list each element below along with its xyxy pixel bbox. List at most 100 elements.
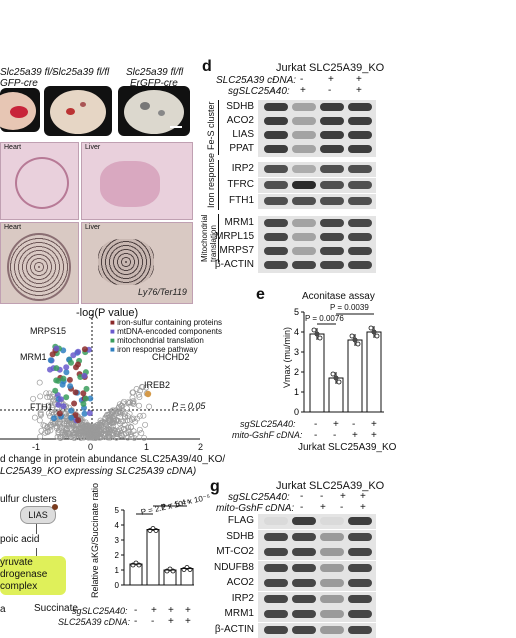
d-fes-band-0-3 (348, 103, 372, 111)
volcano-xtick-0: -1 (32, 442, 40, 452)
g-band-5-1 (292, 595, 316, 603)
embryo-photo-ergfp (118, 86, 190, 136)
e-row2-sign-3: + (371, 430, 377, 441)
volcano-annot-ireb2: IREB2 (144, 380, 170, 390)
ratio-row1-sign-2: + (168, 605, 174, 616)
svg-text:0: 0 (294, 407, 299, 417)
histology-liver-bottom: Liver Ly76/Ter119 (81, 222, 193, 304)
aconitase-footer: Jurkat SLC25A39_KO (298, 442, 396, 453)
d-iron-blot-1 (258, 178, 376, 193)
g-blot-6 (258, 607, 376, 622)
g-band-5-3 (348, 595, 372, 603)
d-fes-band-0-0 (264, 103, 288, 111)
g-band-3-2 (320, 564, 344, 572)
aconitase-p2: P = 0.0039 (330, 303, 369, 312)
g-label-7: β-ACTIN (198, 624, 254, 635)
svg-text:4: 4 (294, 327, 299, 337)
d-fes-band-3-0 (264, 145, 288, 153)
g-row1-sign-0: - (300, 491, 303, 502)
panel-g-letter: g (210, 478, 220, 496)
g-blot-7 (258, 623, 376, 638)
g-band-0-2 (320, 517, 344, 525)
ratio-row1-sign-3: + (185, 605, 191, 616)
g-band-6-2 (320, 610, 344, 618)
g-row2-sign-2: - (340, 502, 343, 513)
aconitase-bar-0 (310, 334, 324, 412)
g-band-7-2 (320, 626, 344, 634)
panel-d-row2-label: sgSLC25A40: (228, 86, 290, 97)
svg-text:5: 5 (294, 307, 299, 317)
g-row1-sign-2: + (340, 491, 346, 502)
aconitase-bar-2 (348, 340, 362, 412)
d-fes-band-2-2 (320, 131, 344, 139)
ratio-ylabel: Relative aKG/Succinate ratio (90, 483, 100, 598)
d-row2-sign-0: - (272, 85, 275, 96)
d-iron-band-2-3 (348, 197, 372, 205)
volcano-xtick-1: 0 (88, 442, 93, 452)
d-trans-band-3-1 (292, 261, 316, 269)
g-band-4-1 (292, 579, 316, 587)
pathway-arrow-2 (36, 548, 37, 556)
embryo-label-2: Slc25a39 fl/fl (52, 67, 109, 78)
e-row1-sign-3: + (371, 419, 377, 430)
d-fes-band-2-1 (292, 131, 316, 139)
embryo-label-3a: Slc25a39 fl/fl (126, 67, 183, 78)
d-fes-band-3-2 (320, 145, 344, 153)
g-band-7-0 (264, 626, 288, 634)
panel-g-row1-label: sgSLC25A40: (228, 492, 290, 503)
volcano-annot-mrps15: MRPS15 (30, 326, 66, 336)
volcano-xlabel-2: LC25A39_KO expressing SLC25A39 cDNA) (0, 466, 196, 477)
g-band-4-0 (264, 579, 288, 587)
svg-text:2: 2 (115, 551, 120, 560)
d-iron-band-0-2 (320, 165, 344, 173)
g-blot-4 (258, 576, 376, 591)
d-fes-band-0-1 (292, 103, 316, 111)
d-iron-band-0-1 (292, 165, 316, 173)
g-band-4-2 (320, 579, 344, 587)
embryo-photo-control (0, 88, 40, 132)
pathway-pdh-node: yruvate drogenase complex (0, 556, 66, 595)
aconitase-row1-label: sgSLC25A40: (240, 419, 296, 429)
ratio-bar-0 (130, 564, 142, 585)
d-trans-band-3-0 (264, 261, 288, 269)
d-trans-band-3-2 (320, 261, 344, 269)
d-row1-sign-1: - (300, 74, 303, 85)
d-iron-band-2-1 (292, 197, 316, 205)
d-trans-band-3-3 (348, 261, 372, 269)
panel-g-title: Jurkat SLC25A39_KO (276, 480, 384, 492)
d-trans-band-1-3 (348, 233, 372, 241)
svg-text:2: 2 (294, 367, 299, 377)
svg-text:3: 3 (294, 347, 299, 357)
svg-text:5: 5 (115, 506, 120, 515)
g-band-2-1 (292, 548, 316, 556)
g-label-4: ACO2 (198, 577, 254, 588)
d-trans-band-1-0 (264, 233, 288, 241)
g-band-2-0 (264, 548, 288, 556)
svg-text:0: 0 (115, 581, 120, 590)
d-iron-blot-0 (258, 162, 376, 177)
g-label-1: SDHB (198, 531, 254, 542)
g-band-2-2 (320, 548, 344, 556)
g-row2-sign-1: + (320, 502, 326, 513)
g-row2-sign-0: - (300, 502, 303, 513)
g-label-2: MT-CO2 (198, 546, 254, 557)
e-row1-sign-0: - (314, 419, 317, 430)
svg-text:3: 3 (115, 536, 120, 545)
svg-text:1: 1 (115, 566, 120, 575)
d-iron-band-1-0 (264, 181, 288, 189)
d-group-label-translation: Mitochondrial translation (200, 212, 218, 262)
g-band-3-1 (292, 564, 316, 572)
d-trans-blot-2 (258, 244, 376, 259)
d-trans-band-2-3 (348, 247, 372, 255)
g-label-0: FLAG (198, 515, 254, 526)
e-row1-sign-1: + (333, 419, 339, 430)
d-row2-sign-3: + (356, 85, 362, 96)
volcano-xtick-3: 2 (198, 442, 203, 452)
embryo-photo-ko (44, 86, 112, 136)
d-group-bar-iron (218, 160, 219, 210)
g-band-2-3 (348, 548, 372, 556)
ratio-row2-sign-1: - (151, 616, 154, 627)
g-blot-2 (258, 545, 376, 560)
d-trans-band-2-0 (264, 247, 288, 255)
d-trans-band-2-2 (320, 247, 344, 255)
